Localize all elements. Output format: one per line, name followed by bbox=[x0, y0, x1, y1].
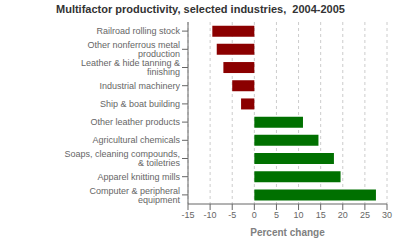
svg-text:30: 30 bbox=[382, 210, 392, 220]
svg-text:Railroad rolling stock: Railroad rolling stock bbox=[96, 26, 180, 36]
svg-text:Percent change: Percent change bbox=[250, 227, 325, 238]
svg-text:Leather & hide tanning &finish: Leather & hide tanning &finishing bbox=[81, 58, 180, 77]
svg-text:15: 15 bbox=[316, 210, 326, 220]
svg-text:Other leather products: Other leather products bbox=[90, 117, 180, 127]
svg-text:10: 10 bbox=[294, 210, 304, 220]
html-text:Multifactor productivity, sele: Multifactor productivity, selected indus… bbox=[56, 3, 345, 15]
svg-text:Apparel knitting mills: Apparel knitting mills bbox=[97, 172, 180, 182]
svg-text:Computer & peripheralequipment: Computer & peripheralequipment bbox=[89, 186, 180, 205]
svg-text:0: 0 bbox=[252, 210, 257, 220]
svg-text:Other nonferrous metalproducti: Other nonferrous metalproduction bbox=[87, 40, 180, 59]
svg-text:Industrial machinery: Industrial machinery bbox=[99, 81, 180, 91]
svg-text:Ship & boat building: Ship & boat building bbox=[100, 99, 180, 109]
svg-text:20: 20 bbox=[338, 210, 348, 220]
svg-text:Soaps, cleaning compounds,& to: Soaps, cleaning compounds,& toiletries bbox=[64, 149, 180, 168]
svg-text:Agricultural chemicals: Agricultural chemicals bbox=[92, 135, 180, 145]
svg-text:25: 25 bbox=[360, 210, 370, 220]
svg-text:5: 5 bbox=[274, 210, 279, 220]
svg-text:-10: -10 bbox=[204, 210, 217, 220]
svg-text:-15: -15 bbox=[181, 210, 194, 220]
svg-text:-5: -5 bbox=[228, 210, 236, 220]
